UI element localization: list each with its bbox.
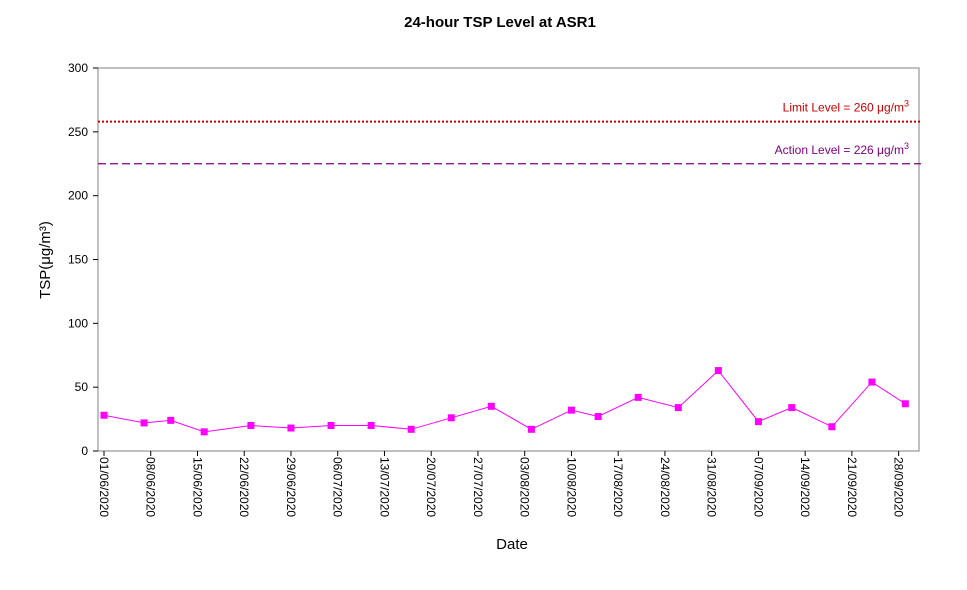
- action-level-label: Action Level = 226 μg/m3: [775, 141, 909, 157]
- data-point: [527, 425, 535, 433]
- x-tick-label: 28/09/2020: [892, 457, 906, 517]
- x-axis: 01/06/2020 08/06/2020 15/06/2020 22/06/2020…: [97, 451, 906, 517]
- y-tick-label: 250: [68, 125, 88, 139]
- y-tick-label: 300: [68, 61, 88, 75]
- chart-title: 24-hour TSP Level at ASR1: [404, 14, 596, 31]
- y-tick-label: 0: [81, 444, 88, 458]
- x-tick-label: 24/08/2020: [658, 457, 672, 517]
- action-level-label-sup: 3: [904, 141, 909, 151]
- data-point: [100, 411, 108, 419]
- x-tick-label: 27/07/2020: [471, 457, 485, 517]
- data-point: [287, 424, 295, 432]
- x-tick-label: 10/08/2020: [564, 457, 578, 517]
- data-point: [674, 404, 682, 412]
- x-tick-label: 08/06/2020: [144, 457, 158, 517]
- y-axis: 0 50 100 150 200 250 300: [68, 61, 98, 458]
- y-tick-label: 200: [68, 189, 88, 203]
- data-point: [594, 413, 602, 421]
- x-tick-label: 21/09/2020: [845, 457, 859, 517]
- data-point: [901, 400, 909, 408]
- data-point: [487, 402, 495, 410]
- data-point: [714, 367, 722, 375]
- data-point: [634, 393, 642, 401]
- limit-level-label-text: Limit Level = 260 μg/m: [783, 101, 904, 115]
- data-point: [868, 378, 876, 386]
- x-tick-label: 07/09/2020: [751, 457, 765, 517]
- data-point: [327, 421, 335, 429]
- series-tsp: [100, 367, 909, 436]
- x-tick-label: 17/08/2020: [611, 457, 625, 517]
- x-tick-label: 01/06/2020: [97, 457, 111, 517]
- y-axis-label: TSP(μg/m³): [37, 221, 54, 299]
- data-point: [567, 406, 575, 414]
- data-point: [367, 421, 375, 429]
- data-point: [200, 428, 208, 436]
- limit-level-label-sup: 3: [904, 99, 909, 109]
- series-line: [103, 369, 906, 433]
- y-tick-label: 100: [68, 316, 88, 330]
- data-point: [754, 418, 762, 426]
- x-tick-label: 20/07/2020: [424, 457, 438, 517]
- data-point: [828, 423, 836, 431]
- data-point: [140, 419, 148, 427]
- x-axis-label: Date: [496, 536, 528, 553]
- data-point: [247, 421, 255, 429]
- x-tick-label: 29/06/2020: [284, 457, 298, 517]
- data-point: [407, 425, 415, 433]
- y-tick-label: 50: [75, 380, 89, 394]
- limit-level-label: Limit Level = 260 μg/m3: [783, 99, 909, 115]
- x-tick-label: 22/06/2020: [237, 457, 251, 517]
- data-point: [788, 404, 796, 412]
- data-point: [447, 414, 455, 422]
- plot-area: [97, 67, 920, 452]
- data-point: [167, 416, 175, 424]
- x-tick-label: 13/07/2020: [377, 457, 391, 517]
- x-tick-label: 31/08/2020: [705, 457, 719, 517]
- x-tick-label: 15/06/2020: [190, 457, 204, 517]
- x-tick-label: 14/09/2020: [798, 457, 812, 517]
- x-tick-label: 06/07/2020: [331, 457, 345, 517]
- x-tick-label: 03/08/2020: [518, 457, 532, 517]
- action-level-label-text: Action Level = 226 μg/m: [775, 143, 904, 157]
- y-tick-label: 150: [68, 253, 88, 267]
